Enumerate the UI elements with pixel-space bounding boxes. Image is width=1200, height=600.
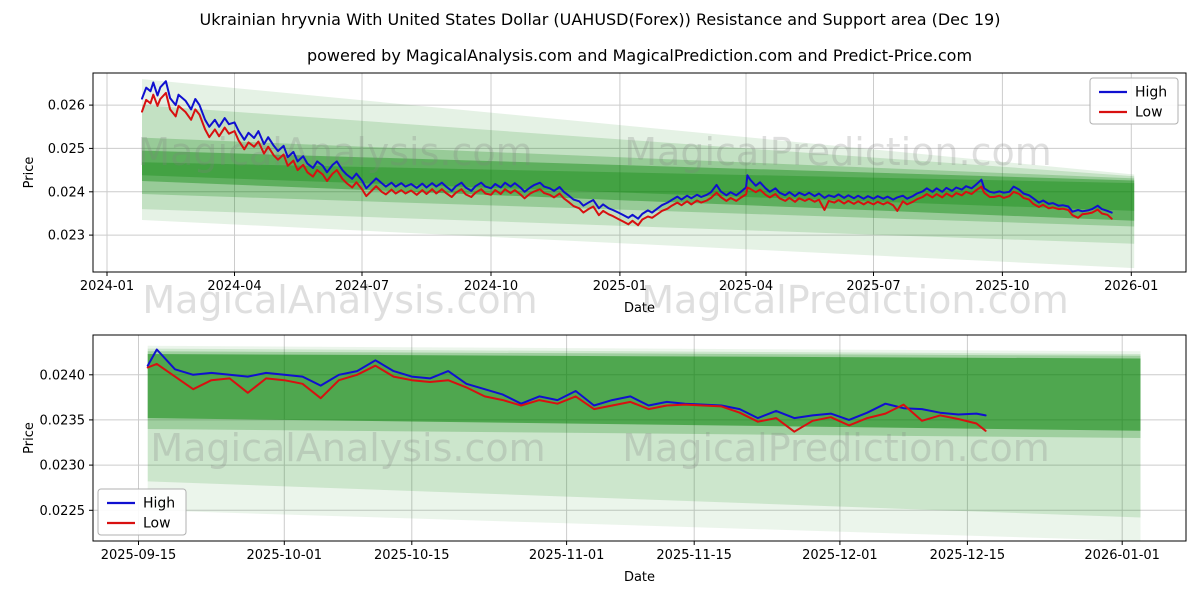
- full-history-ytick-label: 0.023: [48, 229, 85, 244]
- full-history-ytick-label: 0.026: [48, 99, 85, 114]
- full-history-axes-frame: [92, 72, 1187, 273]
- full-history-ylabel: Price: [22, 157, 37, 189]
- recent-zoom-band-3: [147, 354, 1141, 431]
- full-history-high-line: [141, 80, 1113, 220]
- watermark-text: MagicalAnalysis.com: [137, 130, 532, 174]
- recent-zoom-ytick-label: 0.0225: [40, 504, 86, 519]
- full-history-xtick-label: 2024-04: [207, 279, 261, 294]
- full-history-ytick-label: 0.024: [48, 185, 85, 200]
- full-history-legend-label: Low: [1135, 105, 1163, 121]
- recent-zoom-tick-labels: 2025-09-15 2025-10-01 2025-10-15 2025-11-01…: [40, 368, 1160, 563]
- recent-zoom-legend-label: Low: [143, 516, 171, 532]
- full-history-xtick-label: 2025-10: [975, 279, 1029, 294]
- full-history-legend: High Low: [1089, 77, 1179, 125]
- recent-zoom-xtick-label: 2025-09-15: [101, 548, 177, 563]
- full-history-xtick-label: 2024-07: [335, 279, 389, 294]
- recent-zoom-xlabel: Date: [624, 570, 655, 585]
- full-history-tick-labels: 2024-01 2024-04 2024-07 2024-10 2025-01 2025-…: [48, 99, 1159, 294]
- full-history-support-resistance-bands: [142, 79, 1135, 269]
- watermark-text: MagicalPrediction.com: [622, 426, 1050, 470]
- full-history-xtick-label: 2025-07: [846, 279, 900, 294]
- full-history-low-line: [141, 91, 1113, 227]
- watermark-text: MagicalAnalysis.com: [142, 278, 537, 322]
- recent-zoom-ytick-label: 0.0240: [40, 368, 86, 383]
- full-history-xtick-label: 2026-01: [1104, 279, 1158, 294]
- full-history-band-0: [142, 79, 1135, 269]
- full-history-band-2: [142, 137, 1135, 227]
- recent-zoom-low-line: [146, 362, 987, 433]
- recent-zoom-xtick-label: 2025-10-01: [247, 548, 323, 563]
- full-history-xtick-label: 2025-01: [593, 279, 647, 294]
- recent-zoom-xtick-label: 2025-11-15: [656, 548, 732, 563]
- recent-zoom-ytick-label: 0.0235: [40, 413, 86, 428]
- full-history-xlabel: Date: [624, 301, 655, 316]
- watermark-text: MagicalPrediction.com: [624, 130, 1052, 174]
- recent-zoom-axes-frame: [92, 334, 1187, 542]
- recent-zoom-legend: High Low: [97, 488, 187, 536]
- watermarks: MagicalAnalysis.com MagicalPrediction.com…: [137, 130, 1068, 470]
- recent-zoom-high-line: [146, 348, 987, 421]
- full-history-band-1: [142, 105, 1135, 244]
- recent-zoom-xtick-label: 2025-12-01: [802, 548, 878, 563]
- recent-zoom-xtick-label: 2025-11-01: [529, 548, 605, 563]
- recent-zoom-ytick-label: 0.0230: [40, 459, 86, 474]
- full-history-xtick-label: 2024-10: [464, 279, 518, 294]
- recent-zoom-xtick-label: 2025-12-15: [930, 548, 1006, 563]
- recent-zoom-ylabel: Price: [22, 422, 37, 454]
- recent-zoom-legend-label: High: [143, 496, 175, 512]
- watermark-text: MagicalPrediction.com: [641, 278, 1069, 322]
- figure-title: Ukrainian hryvnia With United States Dol…: [199, 10, 1001, 29]
- figure-subtitle: powered by MagicalAnalysis.com and Magic…: [306, 46, 973, 65]
- recent-zoom-support-resistance-bands: [147, 345, 1141, 541]
- full-history-band-4: [142, 162, 1135, 211]
- full-history-ytick-label: 0.025: [48, 142, 85, 157]
- full-history-xtick-label: 2025-04: [719, 279, 773, 294]
- recent-zoom-xtick-label: 2025-10-15: [374, 548, 450, 563]
- watermark-text: MagicalAnalysis.com: [150, 426, 545, 470]
- recent-zoom-xtick-label: 2026-01-01: [1084, 548, 1160, 563]
- full-history-xtick-label: 2024-01: [80, 279, 134, 294]
- full-history-legend-label: High: [1135, 85, 1167, 101]
